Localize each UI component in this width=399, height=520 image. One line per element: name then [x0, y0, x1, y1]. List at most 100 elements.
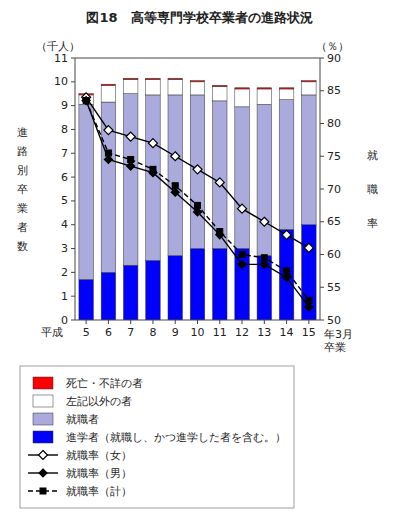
y2-tick	[320, 123, 324, 124]
x-tick-label: 5	[83, 326, 90, 339]
y2-tick	[320, 254, 324, 255]
legend-swatch	[33, 431, 53, 443]
y-tick	[71, 105, 75, 106]
line-marker	[172, 183, 178, 189]
line-marker	[195, 202, 201, 208]
bar	[79, 280, 93, 320]
y-tick	[71, 58, 75, 59]
y-tick-label: 2	[61, 266, 68, 279]
y2-tick-label: 60	[327, 248, 341, 261]
line-marker	[284, 268, 290, 274]
line-marker	[104, 156, 112, 164]
x-tick	[286, 320, 287, 324]
x-label-right: 年3月卒業	[324, 328, 353, 354]
x-tick-label: 15	[302, 326, 316, 339]
line-marker	[304, 243, 313, 252]
line-marker	[305, 303, 313, 311]
title: 図18 高等専門学校卒業者の進路状況	[86, 10, 312, 25]
y2-tick	[320, 189, 324, 190]
line-marker	[128, 157, 134, 163]
legend-marker	[40, 488, 46, 494]
y-tick-label: 9	[61, 99, 68, 112]
x-axis-line	[75, 320, 320, 321]
x-tick-label: 11	[213, 326, 227, 339]
line-marker	[83, 98, 89, 104]
bar	[101, 85, 115, 102]
line-marker	[193, 165, 202, 174]
y-label-char: 数	[17, 240, 28, 253]
legend-marker	[39, 469, 47, 477]
y-tick	[71, 153, 75, 154]
bar	[101, 102, 115, 272]
y2-tick-label: 70	[327, 183, 341, 196]
bar	[213, 101, 227, 249]
marks	[79, 78, 316, 320]
y2-tick	[320, 156, 324, 157]
legend-label: 就職率（計）	[66, 485, 132, 497]
y-tick-label: 4	[61, 218, 68, 231]
bar	[146, 260, 160, 320]
bar	[190, 249, 204, 320]
legend-swatch	[33, 413, 53, 425]
x-tick	[264, 320, 265, 324]
x-tick-label: 6	[105, 326, 112, 339]
bar	[213, 249, 227, 320]
y2-tick-label: 80	[327, 117, 341, 130]
line-marker	[260, 217, 269, 226]
y2-tick	[320, 58, 324, 59]
y-label-char: 別	[17, 164, 28, 177]
line-marker	[260, 260, 268, 268]
x-tick-label: 12	[235, 326, 249, 339]
legend-label: 就職者	[66, 413, 99, 425]
line-marker	[239, 252, 245, 258]
bar	[257, 256, 271, 320]
x-tick	[242, 320, 243, 324]
axes: 0123456789101150556065707580859056789101…	[54, 52, 341, 340]
legend: 死亡・不詳の者左記以外の者就職者進学者（就職し、かつ進学した者を含む。）就職率（…	[20, 366, 294, 508]
line-marker	[283, 273, 291, 281]
bar	[190, 82, 204, 95]
y2-label: 率	[367, 217, 378, 230]
chart: 図18 高等専門学校卒業者の進路状況（千人）（％）進路別卒業者数就職率01234…	[0, 0, 399, 520]
bar	[146, 79, 160, 94]
y2-label: 職	[367, 183, 378, 196]
y2-axis-line	[320, 58, 321, 320]
y2-tick-label: 55	[327, 281, 341, 294]
x-tick	[175, 320, 176, 324]
bar	[123, 265, 137, 320]
line	[86, 97, 309, 248]
y-tick	[71, 248, 75, 249]
x-tick-label: 14	[280, 326, 294, 339]
bar	[257, 104, 271, 255]
y-tick	[71, 81, 75, 82]
line-marker	[194, 208, 202, 216]
bar	[146, 78, 160, 79]
y-tick	[71, 200, 75, 201]
y-axis-line	[75, 58, 76, 320]
bar	[302, 225, 316, 320]
line-marker	[217, 229, 223, 235]
y-tick	[71, 224, 75, 225]
bar	[235, 249, 249, 320]
x-tick-label: 13	[257, 326, 271, 339]
bar	[235, 107, 249, 249]
bar	[168, 78, 182, 79]
line-marker	[127, 162, 135, 170]
x-tick-label: 9	[172, 326, 179, 339]
y-tick-label: 11	[54, 52, 68, 65]
y2-tick-label: 75	[327, 150, 341, 163]
y-tick	[71, 296, 75, 297]
bar	[279, 100, 293, 230]
y-label-char: 路	[17, 145, 28, 158]
bar	[79, 95, 93, 105]
y-tick	[71, 272, 75, 273]
bar	[302, 95, 316, 225]
bar	[213, 87, 227, 101]
y-tick-label: 3	[61, 242, 68, 255]
bar	[101, 84, 115, 85]
bar	[123, 94, 137, 265]
bar	[235, 89, 249, 107]
x-tick-label: 8	[149, 326, 156, 339]
legend-label: 左記以外の者	[66, 395, 132, 407]
x-tick	[219, 320, 220, 324]
